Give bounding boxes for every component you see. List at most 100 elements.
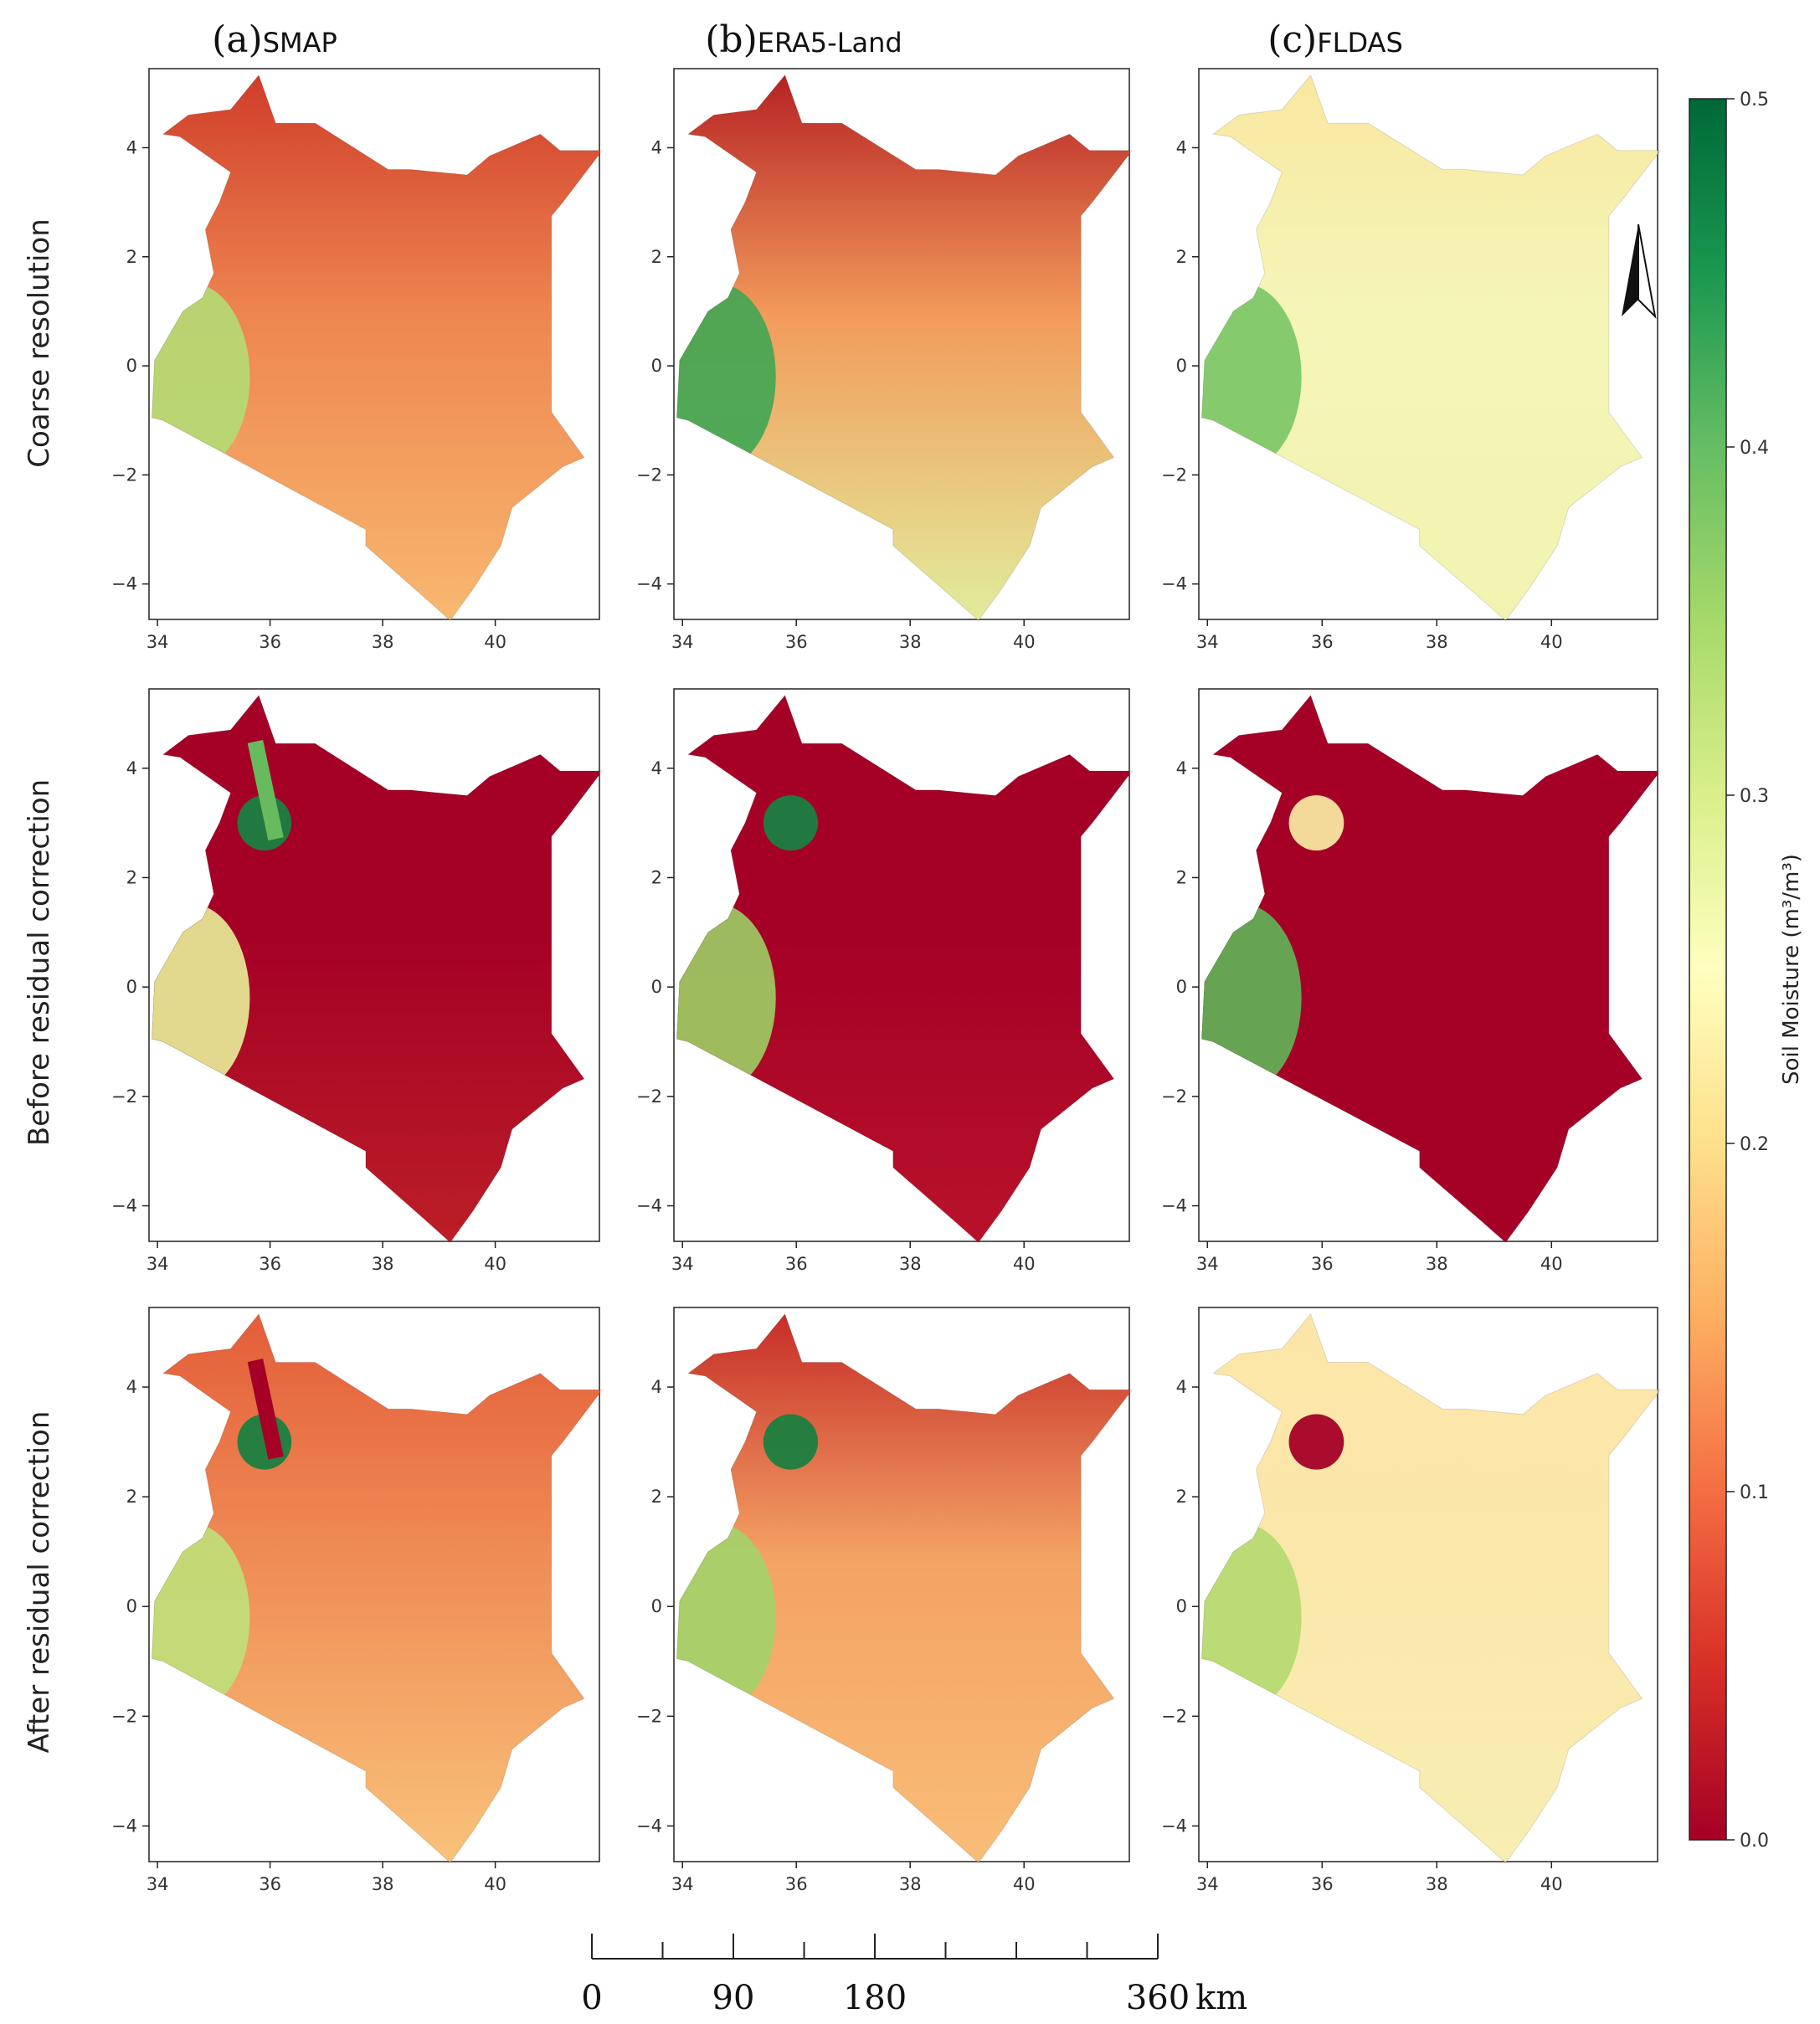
- x-tick-label: 38: [372, 632, 394, 652]
- y-tick-label: −2: [636, 465, 662, 485]
- x-tick-label: 34: [1196, 1254, 1219, 1274]
- y-tick-label: 4: [651, 137, 662, 157]
- x-tick-label: 34: [671, 632, 694, 652]
- y-tick-label: −2: [636, 1086, 662, 1107]
- y-tick-label: −2: [636, 1706, 662, 1726]
- y-tick-label: −4: [111, 1816, 137, 1836]
- y-tick-label: −4: [1161, 1816, 1187, 1836]
- y-tick-label: 4: [126, 137, 137, 157]
- y-tick-label: 0: [651, 977, 662, 997]
- x-tick-label: 36: [785, 1254, 808, 1274]
- y-tick-label: −2: [1161, 465, 1187, 485]
- y-tick-label: 2: [651, 1487, 662, 1507]
- y-tick-label: −2: [1161, 1086, 1187, 1107]
- x-tick-label: 36: [1311, 1254, 1334, 1274]
- y-tick-label: 0: [1176, 1596, 1187, 1616]
- scale-tick-360: 360: [1126, 1979, 1190, 2017]
- north-arrow-icon: [1622, 223, 1657, 319]
- y-tick-label: −4: [1161, 574, 1187, 594]
- x-tick-label: 40: [484, 632, 506, 652]
- x-tick-label: 38: [899, 1874, 922, 1894]
- row-label-coarse: Coarse resolution: [23, 218, 56, 468]
- y-tick-label: 2: [126, 867, 137, 887]
- x-tick-label: 38: [1426, 1874, 1448, 1894]
- x-tick-label: 36: [259, 632, 281, 652]
- x-tick-label: 40: [1013, 1254, 1036, 1274]
- x-tick-label: 36: [1311, 632, 1334, 652]
- column-header-smap: (a)SMAP: [212, 18, 337, 61]
- row-label-before: Before residual correction: [23, 779, 56, 1146]
- y-tick-label: −4: [636, 1816, 662, 1836]
- x-tick-label: 34: [147, 1254, 169, 1274]
- x-tick-label: 34: [147, 1874, 169, 1894]
- x-tick-label: 38: [1426, 1254, 1448, 1274]
- colorbar-gradient: [1689, 98, 1727, 1841]
- x-tick-label: 40: [1540, 1254, 1563, 1274]
- x-tick-label: 34: [671, 1874, 694, 1894]
- colorbar-tick: 0.3: [1740, 786, 1769, 807]
- colorbar: 0.0 0.1 0.2 0.3 0.4 0.5 Soil Moisture (m³/m³): [1689, 90, 1804, 1852]
- x-tick-label: 40: [1013, 1874, 1036, 1894]
- y-tick-label: −2: [111, 1706, 137, 1726]
- x-tick-label: 34: [147, 632, 169, 652]
- x-tick-label: 40: [1540, 632, 1563, 652]
- x-tick-label: 40: [1540, 1874, 1563, 1894]
- row-label-after: After residual correction: [23, 1411, 56, 1754]
- column-header-era5: (b)ERA5-Land: [705, 18, 902, 61]
- y-tick-label: 4: [1176, 758, 1187, 778]
- y-tick-label: 0: [126, 356, 137, 376]
- y-tick-label: 2: [1176, 247, 1187, 267]
- x-tick-label: 40: [484, 1254, 506, 1274]
- x-tick-label: 40: [484, 1874, 506, 1894]
- scale-tick-0: 0: [581, 1979, 602, 2017]
- y-tick-label: −4: [111, 574, 137, 594]
- y-tick-label: 2: [1176, 1487, 1187, 1507]
- y-tick-label: −4: [111, 1196, 137, 1216]
- y-tick-label: 2: [651, 867, 662, 887]
- y-tick-label: 4: [126, 758, 137, 778]
- y-tick-label: 4: [1176, 137, 1187, 157]
- x-tick-label: 38: [372, 1254, 394, 1274]
- colorbar-tick: 0.5: [1740, 90, 1769, 110]
- y-tick-label: −2: [111, 465, 137, 485]
- x-tick-label: 38: [372, 1874, 394, 1894]
- y-tick-label: 2: [1176, 867, 1187, 887]
- y-tick-label: 0: [1176, 977, 1187, 997]
- y-tick-label: 2: [126, 1487, 137, 1507]
- x-tick-label: 36: [259, 1874, 281, 1894]
- x-tick-label: 40: [1013, 632, 1036, 652]
- y-tick-label: 0: [651, 356, 662, 376]
- x-tick-label: 36: [259, 1254, 281, 1274]
- y-tick-label: −4: [636, 574, 662, 594]
- scale-tick-90: 90: [712, 1979, 755, 2017]
- x-tick-label: 34: [1196, 1874, 1219, 1894]
- colorbar-tick: 0.0: [1740, 1831, 1769, 1852]
- y-tick-label: 2: [126, 247, 137, 267]
- x-tick-label: 38: [1426, 632, 1448, 652]
- y-tick-label: 4: [651, 758, 662, 778]
- x-tick-label: 36: [785, 632, 808, 652]
- y-tick-label: 0: [1176, 356, 1187, 376]
- y-tick-label: 4: [651, 1377, 662, 1397]
- y-tick-label: 4: [1176, 1377, 1187, 1397]
- x-tick-label: 36: [785, 1874, 808, 1894]
- x-tick-label: 34: [1196, 632, 1219, 652]
- y-tick-label: −2: [1161, 1706, 1187, 1726]
- scale-tick-180: 180: [843, 1979, 907, 2017]
- x-tick-label: 38: [899, 1254, 922, 1274]
- colorbar-tick: 0.4: [1740, 438, 1769, 459]
- y-tick-label: 0: [126, 1596, 137, 1616]
- x-tick-label: 36: [1311, 1874, 1334, 1894]
- colorbar-tick: 0.2: [1740, 1134, 1769, 1155]
